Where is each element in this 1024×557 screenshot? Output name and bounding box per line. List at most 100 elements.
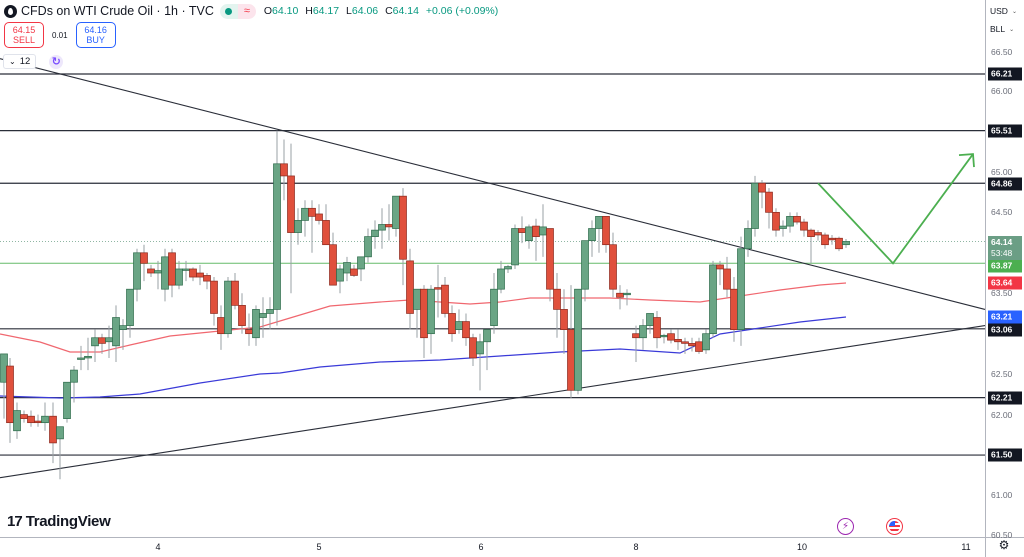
change-value: +0.06 (+0.09%) [425,5,499,17]
candle-body [133,252,141,290]
candle-body [581,240,589,290]
spread-value: 0.01 [52,30,68,40]
candle-body [6,365,14,424]
candle-body [20,414,28,419]
chevron-down-icon: ⌄ [9,57,16,66]
candle-body [574,288,582,391]
candle-body [294,220,302,233]
candle-body [681,341,689,344]
candle-body [730,288,738,330]
price-tick: 60.50 [991,530,1013,540]
projection-path [817,153,974,265]
price-level-label: 63.64 [988,276,1022,290]
candle-body [259,313,267,318]
candle-body [821,234,829,246]
close-label: C [385,5,393,17]
candle-body [196,272,204,278]
sell-button[interactable]: 64.15 SELL [4,22,44,48]
candle-body [406,260,414,314]
candle-body [800,221,808,231]
time-tick: 4 [155,542,161,552]
candle-body [343,262,351,274]
candle-body [539,226,547,236]
bar-countdown: 53:48 [991,248,1013,258]
price-tick: 62.00 [991,410,1013,420]
tradingview-logo[interactable]: 17 TradingView [7,513,111,530]
candle-body [413,288,421,310]
candle-body [758,182,766,193]
high-value: 64.17 [312,5,340,17]
candle-body [772,211,780,231]
candle-body [336,268,344,282]
price-level-label: 66.21 [988,67,1022,81]
candle-body [112,317,120,347]
candle-body [140,252,148,264]
candle-body [161,256,169,290]
candle-body [245,329,253,335]
candle-body [702,333,710,351]
candle-body [490,288,498,326]
candle-body [357,256,365,270]
buy-button[interactable]: 64.16 BUY [75,22,116,48]
candle-body [553,288,561,310]
price-level-label: 63.87 [988,259,1022,273]
candle-body [434,287,442,290]
candle-body [266,309,274,314]
currency-selector[interactable]: USD ⌄ [990,3,1020,19]
symbol-header: CFDs on WTI Crude Oil · 1h · TVC ≈ O64.1… [4,3,502,19]
candle-body [667,333,675,341]
tradingview-mark-icon: 17 [7,513,23,530]
candle-body [441,284,449,314]
candle-body [751,182,759,229]
candle-body [709,264,717,335]
price-level-label: 64.86 [988,177,1022,191]
candle-body [632,333,640,339]
price-tick: 65.00 [991,167,1013,177]
candle-body [392,195,400,229]
price-level-label: 63.06 [988,323,1022,337]
us-economic-event-icon[interactable] [886,518,903,535]
crude-oil-drop-icon [4,4,17,18]
high-label: H [305,5,313,17]
candle-body [716,264,724,270]
flash-event-icon[interactable]: ⚡ [837,518,854,535]
candle-body [737,248,745,330]
candle-body [210,280,218,314]
time-tick: 11 [961,542,971,552]
candle-body [287,175,295,233]
market-status-pill[interactable]: ≈ [219,3,256,19]
candle-body [364,236,372,258]
settings-gear-icon[interactable]: ⚙ [998,538,1010,552]
time-tick: 6 [478,542,484,552]
candle-body [168,252,176,286]
candle-body [27,415,35,424]
symbol-title[interactable]: CFDs on WTI Crude Oil · 1h · TVC [21,4,214,18]
candle-body [793,216,801,223]
unit-selector[interactable]: BLL ⌄ [990,21,1020,37]
time-tick: 10 [796,542,808,552]
candle-body [455,321,463,330]
candle-body [448,313,456,335]
price-level-label: 63.21 [988,310,1022,324]
candle-body [532,225,540,237]
price-axis[interactable]: USD ⌄ BLL ⌄ 66.50 66.00 65.00 64.50 63.50 62.50… [986,0,1024,557]
candle-body [84,355,92,359]
candle-body [623,292,631,296]
candle-body [378,224,386,231]
candle-body [595,216,603,229]
sell-price: 64.15 [12,25,36,35]
candle-body [252,309,260,339]
candle-body [350,268,358,276]
candle-body [646,313,654,326]
candle-body [602,216,610,246]
candle-body [385,224,393,228]
reload-icon[interactable]: ↻ [49,54,64,69]
candle-body [567,329,575,391]
candle-body [301,207,309,221]
candle-body [182,268,190,271]
candle-body [34,420,42,424]
candle-body [497,268,505,290]
indicator-collapse-toggle[interactable]: ⌄ 12 [3,54,37,69]
candle-body [616,292,624,298]
